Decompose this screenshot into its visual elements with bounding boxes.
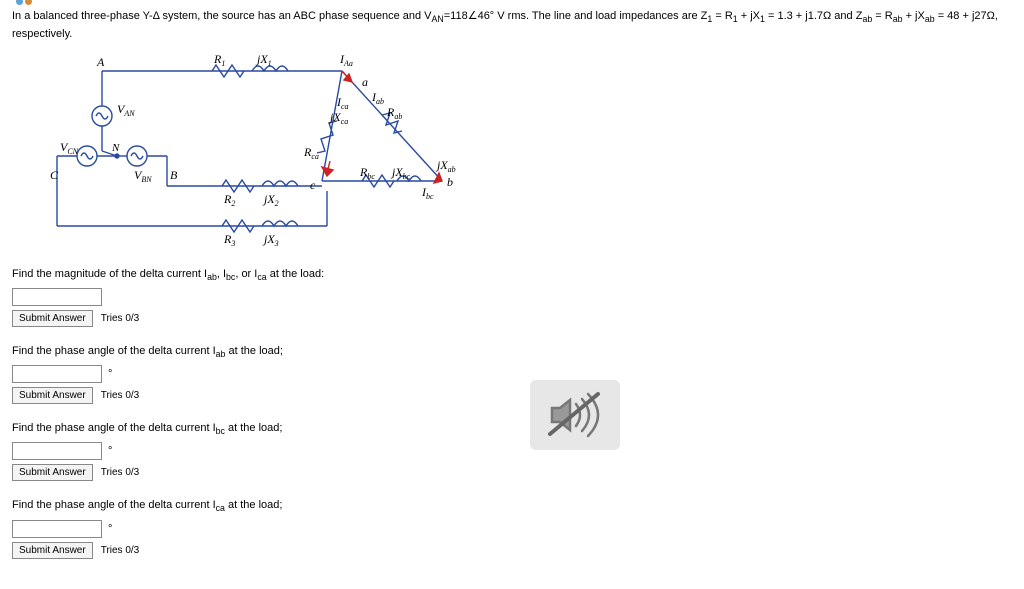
dot-orange: [25, 0, 32, 5]
answer-input-4[interactable]: [12, 520, 102, 538]
submit-button-1[interactable]: Submit Answer: [12, 310, 93, 327]
question-3-prompt: Find the phase angle of the delta curren…: [12, 422, 1012, 436]
submit-button-2[interactable]: Submit Answer: [12, 387, 93, 404]
svg-text:Rbc: Rbc: [359, 165, 375, 181]
tries-1: Tries 0/3: [101, 313, 140, 324]
svg-text:B: B: [170, 168, 178, 182]
svg-text:R3: R3: [223, 232, 235, 248]
circuit-diagram: A B C N VAN VBN VCN R1 jX1 R2 jX2 R3 jX3…: [42, 51, 1012, 254]
tries-4: Tries 0/3: [101, 545, 140, 556]
svg-text:jXca: jXca: [328, 110, 348, 126]
svg-text:jX3: jX3: [262, 232, 279, 248]
svg-text:VBN: VBN: [134, 168, 152, 184]
svg-text:VAN: VAN: [117, 102, 135, 118]
problem-statement: In a balanced three-phase Y-Δ system, th…: [12, 8, 1012, 43]
submit-button-4[interactable]: Submit Answer: [12, 542, 93, 559]
svg-text:A: A: [96, 55, 105, 69]
svg-text:N: N: [111, 142, 120, 154]
answer-input-1[interactable]: [12, 288, 102, 306]
dot-blue: [16, 0, 23, 5]
svg-text:jX2: jX2: [262, 192, 279, 208]
unit-3: °: [108, 445, 112, 457]
answer-input-2[interactable]: [12, 365, 102, 383]
question-2: Find the phase angle of the delta curren…: [12, 345, 1012, 404]
question-4: Find the phase angle of the delta curren…: [12, 499, 1012, 558]
svg-text:Ica: Ica: [336, 95, 349, 111]
answer-input-3[interactable]: [12, 442, 102, 460]
svg-text:Iab: Iab: [371, 90, 384, 106]
submit-button-3[interactable]: Submit Answer: [12, 464, 93, 481]
svg-text:VCN: VCN: [60, 140, 79, 156]
svg-text:Ibc: Ibc: [421, 185, 434, 201]
question-1-prompt: Find the magnitude of the delta current …: [12, 268, 1012, 282]
svg-text:C: C: [50, 168, 59, 182]
tries-2: Tries 0/3: [101, 390, 140, 401]
unit-4: °: [108, 523, 112, 535]
question-3: Find the phase angle of the delta curren…: [12, 422, 1012, 481]
svg-text:jX1: jX1: [255, 52, 272, 68]
svg-text:Rab: Rab: [386, 105, 402, 121]
svg-text:b: b: [447, 175, 453, 189]
svg-text:a: a: [362, 75, 368, 89]
svg-text:R1: R1: [213, 52, 225, 68]
svg-text:c: c: [310, 178, 316, 192]
unit-2: °: [108, 368, 112, 380]
question-4-prompt: Find the phase angle of the delta curren…: [12, 499, 1012, 513]
status-dots: [16, 0, 32, 5]
svg-text:jXbc: jXbc: [390, 165, 411, 181]
svg-text:R2: R2: [223, 192, 235, 208]
question-2-prompt: Find the phase angle of the delta curren…: [12, 345, 1012, 359]
svg-text:jXab: jXab: [435, 158, 456, 174]
muted-speaker-icon: [530, 380, 620, 450]
question-1: Find the magnitude of the delta current …: [12, 268, 1012, 327]
svg-text:IAa: IAa: [339, 52, 353, 68]
svg-text:Rca: Rca: [303, 145, 319, 161]
tries-3: Tries 0/3: [101, 467, 140, 478]
